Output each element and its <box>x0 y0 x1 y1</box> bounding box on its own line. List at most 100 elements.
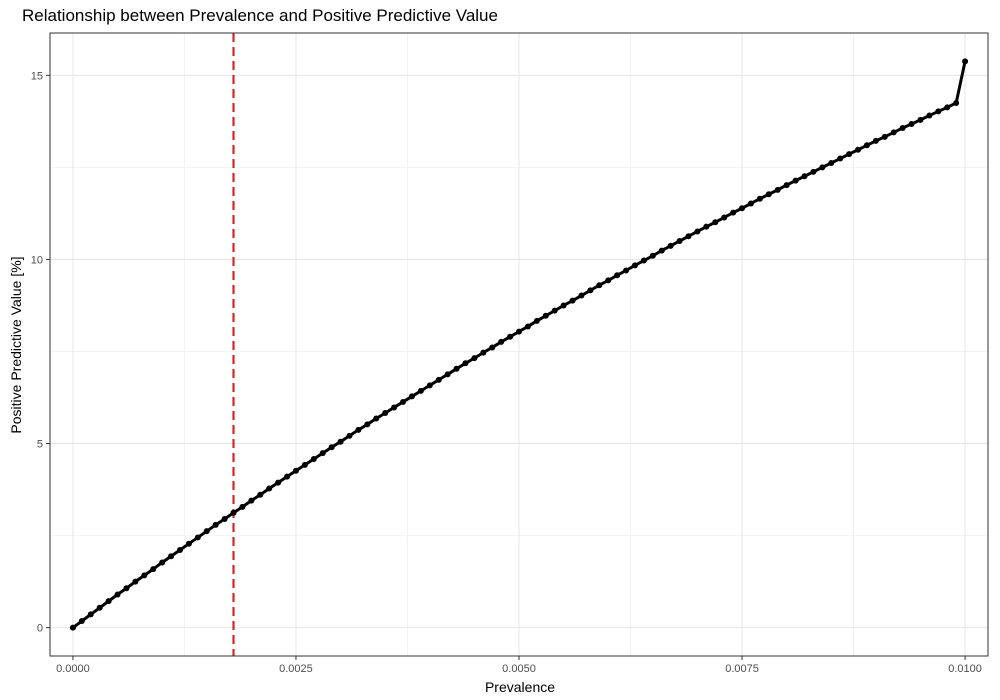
data-point <box>221 516 228 523</box>
data-point <box>248 497 255 504</box>
data-point <box>141 572 148 579</box>
data-point <box>462 360 469 367</box>
data-point <box>828 159 835 166</box>
data-point <box>881 133 888 140</box>
x-tick-label: 0.0000 <box>56 663 90 675</box>
data-point <box>159 559 166 566</box>
data-point <box>453 365 460 372</box>
data-point <box>266 485 273 492</box>
data-point <box>310 456 317 463</box>
data-point <box>185 540 192 547</box>
data-point <box>908 120 915 127</box>
data-point <box>132 578 139 585</box>
data-point <box>605 277 612 284</box>
data-point <box>578 292 585 299</box>
data-point <box>78 618 85 625</box>
data-point <box>373 415 380 422</box>
data-point <box>337 438 344 445</box>
data-point <box>765 191 772 198</box>
x-tick-label: 0.0075 <box>725 663 759 675</box>
data-point <box>712 219 719 226</box>
data-point <box>649 252 656 259</box>
data-point <box>730 209 737 216</box>
data-point <box>533 317 540 324</box>
data-point <box>890 129 897 136</box>
data-point <box>498 338 505 345</box>
grid <box>50 33 988 656</box>
data-point <box>524 323 531 330</box>
data-point <box>96 604 103 611</box>
data-point <box>685 233 692 240</box>
data-point <box>516 328 522 335</box>
data-point <box>667 242 674 249</box>
data-point <box>542 312 549 319</box>
data-point <box>569 297 576 304</box>
data-point <box>596 282 603 289</box>
data-point <box>489 344 496 351</box>
data-point <box>355 426 362 433</box>
data-point <box>587 287 594 294</box>
x-tick-label: 0.0050 <box>502 663 536 675</box>
data-point <box>194 534 201 541</box>
data-point <box>471 355 478 362</box>
y-tick-label: 5 <box>37 439 43 451</box>
data-point <box>257 491 264 498</box>
plot-area <box>49 32 989 657</box>
y-axis: 0 5 10 15 <box>31 70 50 635</box>
data-point <box>391 404 398 411</box>
series-layer <box>69 58 969 631</box>
data-point <box>703 223 710 230</box>
data-point <box>328 444 335 451</box>
data-point <box>364 421 371 428</box>
y-tick-label: 0 <box>37 623 43 635</box>
data-point <box>480 349 487 356</box>
data-point <box>756 195 763 202</box>
data-point <box>631 262 638 269</box>
data-point <box>239 503 246 510</box>
data-point <box>417 387 424 394</box>
data-point <box>899 124 906 131</box>
data-point <box>426 382 433 389</box>
chart-title: Relationship between Prevalence and Posi… <box>22 6 498 25</box>
data-point <box>623 267 630 274</box>
data-point <box>114 591 121 598</box>
data-point <box>926 112 933 119</box>
data-point <box>382 409 389 416</box>
data-point <box>819 164 826 171</box>
data-point <box>935 108 942 115</box>
data-point <box>792 177 799 184</box>
data-point <box>640 257 647 264</box>
data-point <box>346 432 353 439</box>
data-point <box>846 151 853 158</box>
data-point <box>953 99 960 106</box>
data-point <box>105 598 112 605</box>
data-point <box>658 247 665 254</box>
y-tick-label: 15 <box>31 70 43 82</box>
data-point <box>444 371 451 378</box>
data-point <box>917 116 924 123</box>
data-point <box>150 566 157 573</box>
data-point <box>408 393 415 400</box>
y-axis-title: Positive Predictive Value [%] <box>8 256 24 433</box>
data-point <box>783 182 790 189</box>
data-point <box>739 205 746 212</box>
data-point <box>284 473 291 480</box>
data-point <box>123 585 130 592</box>
data-point <box>872 137 879 144</box>
y-tick-label: 10 <box>31 254 43 266</box>
x-axis-title: Prevalence <box>485 679 555 695</box>
data-point <box>230 509 237 516</box>
data-point <box>212 521 219 528</box>
x-tick-label: 0.0100 <box>948 663 982 675</box>
data-point <box>801 173 808 180</box>
data-point <box>810 168 817 175</box>
data-point <box>301 461 308 468</box>
data-point <box>614 272 621 279</box>
data-point <box>507 333 514 340</box>
data-point <box>203 528 210 535</box>
data-point <box>676 238 683 245</box>
data-point <box>560 302 567 309</box>
data-point <box>168 553 175 560</box>
data-point <box>837 155 844 162</box>
